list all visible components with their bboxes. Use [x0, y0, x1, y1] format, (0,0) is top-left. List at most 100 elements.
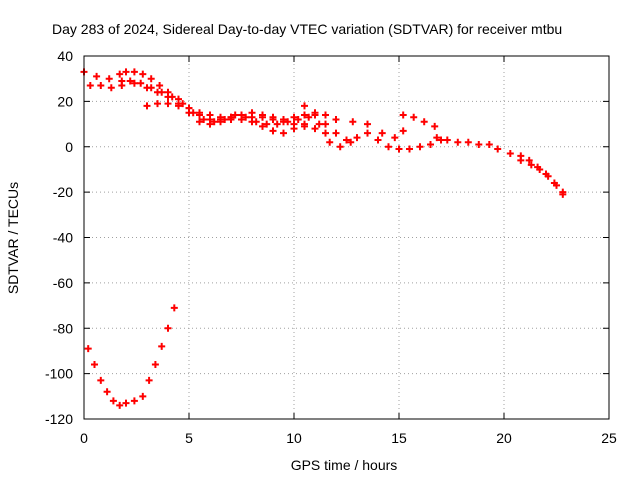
data-point [168, 93, 176, 101]
data-point [231, 111, 239, 119]
data-point [347, 138, 355, 146]
data-point [151, 361, 159, 369]
data-point [433, 134, 441, 142]
data-point [97, 81, 105, 89]
data-point [217, 113, 224, 121]
data-point [206, 111, 214, 119]
data-point [200, 116, 208, 124]
data-point [542, 170, 550, 178]
data-point [137, 79, 145, 87]
series-track-k [84, 304, 178, 409]
y-axis-label: SDTVAR / TECUs [5, 182, 21, 294]
data-point [158, 88, 166, 96]
data-point [550, 179, 558, 187]
y-tick-label: -60 [53, 275, 73, 291]
data-point [130, 68, 138, 76]
y-tick-label: 20 [57, 93, 73, 109]
data-point [559, 190, 567, 198]
data-point [130, 79, 138, 87]
data-point [427, 140, 434, 148]
series-track-h [433, 134, 502, 153]
series-track-b [86, 77, 355, 151]
data-point [294, 116, 302, 124]
data-point [143, 102, 151, 110]
data-point [364, 129, 371, 137]
data-point [322, 120, 329, 128]
series-track-c [116, 68, 340, 124]
data-point [263, 120, 271, 128]
data-point [311, 125, 319, 133]
data-point [109, 397, 117, 405]
series-track-f [349, 118, 407, 142]
data-point [130, 397, 138, 405]
data-point [534, 163, 542, 171]
data-point [210, 118, 218, 126]
data-point [464, 138, 472, 146]
data-point [322, 111, 329, 119]
series-track-d [143, 100, 308, 130]
x-tick-label: 0 [80, 430, 88, 446]
x-tick-label: 25 [601, 430, 617, 446]
data-point [280, 118, 287, 126]
data-point [175, 95, 182, 103]
data-point [332, 129, 340, 137]
data-point [332, 116, 340, 124]
data-point [147, 75, 155, 83]
data-point [269, 127, 277, 135]
x-tick-label: 20 [496, 430, 512, 446]
data-point [116, 401, 124, 409]
data-point [93, 72, 101, 80]
data-point [343, 136, 350, 144]
data-point [105, 75, 113, 83]
data-point [164, 88, 172, 96]
data-point [170, 304, 178, 312]
data-point [116, 70, 124, 78]
data-point [301, 111, 308, 119]
data-point [406, 145, 413, 153]
x-tick-label: 15 [391, 430, 407, 446]
data-point [84, 345, 92, 353]
data-point [410, 113, 418, 121]
y-tick-label: 0 [65, 139, 73, 155]
data-point [506, 150, 514, 158]
data-point [139, 70, 147, 78]
data-point [238, 116, 245, 124]
data-point [91, 361, 98, 369]
data-point [290, 120, 298, 128]
data-point [443, 136, 451, 144]
data-point [416, 143, 424, 151]
axis-ticks: 0 5 10 15 20 25 -120 -100 -80 -60 -40 -20 0 20 40 [45, 48, 617, 446]
data-point [164, 324, 172, 332]
data-point [364, 120, 371, 128]
data-point [259, 113, 266, 121]
data-point [122, 399, 130, 407]
data-point [454, 138, 462, 146]
data-point [395, 145, 403, 153]
x-tick-label: 5 [185, 430, 193, 446]
y-tick-label: 40 [57, 48, 73, 64]
data-point [103, 388, 111, 396]
y-tick-label: -80 [53, 320, 73, 336]
data-point [420, 118, 428, 126]
data-point [301, 122, 308, 130]
data-point [107, 84, 115, 92]
data-point [311, 111, 319, 119]
y-tick-label: -100 [45, 366, 73, 382]
data-point [164, 100, 172, 108]
data-point [175, 102, 182, 110]
data-point [145, 376, 153, 384]
data-point [196, 118, 203, 126]
data-point [475, 140, 483, 148]
series-track-g [399, 111, 439, 130]
data-point [196, 109, 203, 117]
data-point [252, 118, 260, 126]
data-point [322, 129, 329, 137]
data-point [185, 104, 193, 112]
data-point [158, 342, 166, 350]
data-point [301, 102, 308, 110]
data-point [336, 143, 344, 151]
data-point [290, 113, 298, 121]
data-point [485, 140, 493, 148]
data-point [259, 122, 266, 130]
